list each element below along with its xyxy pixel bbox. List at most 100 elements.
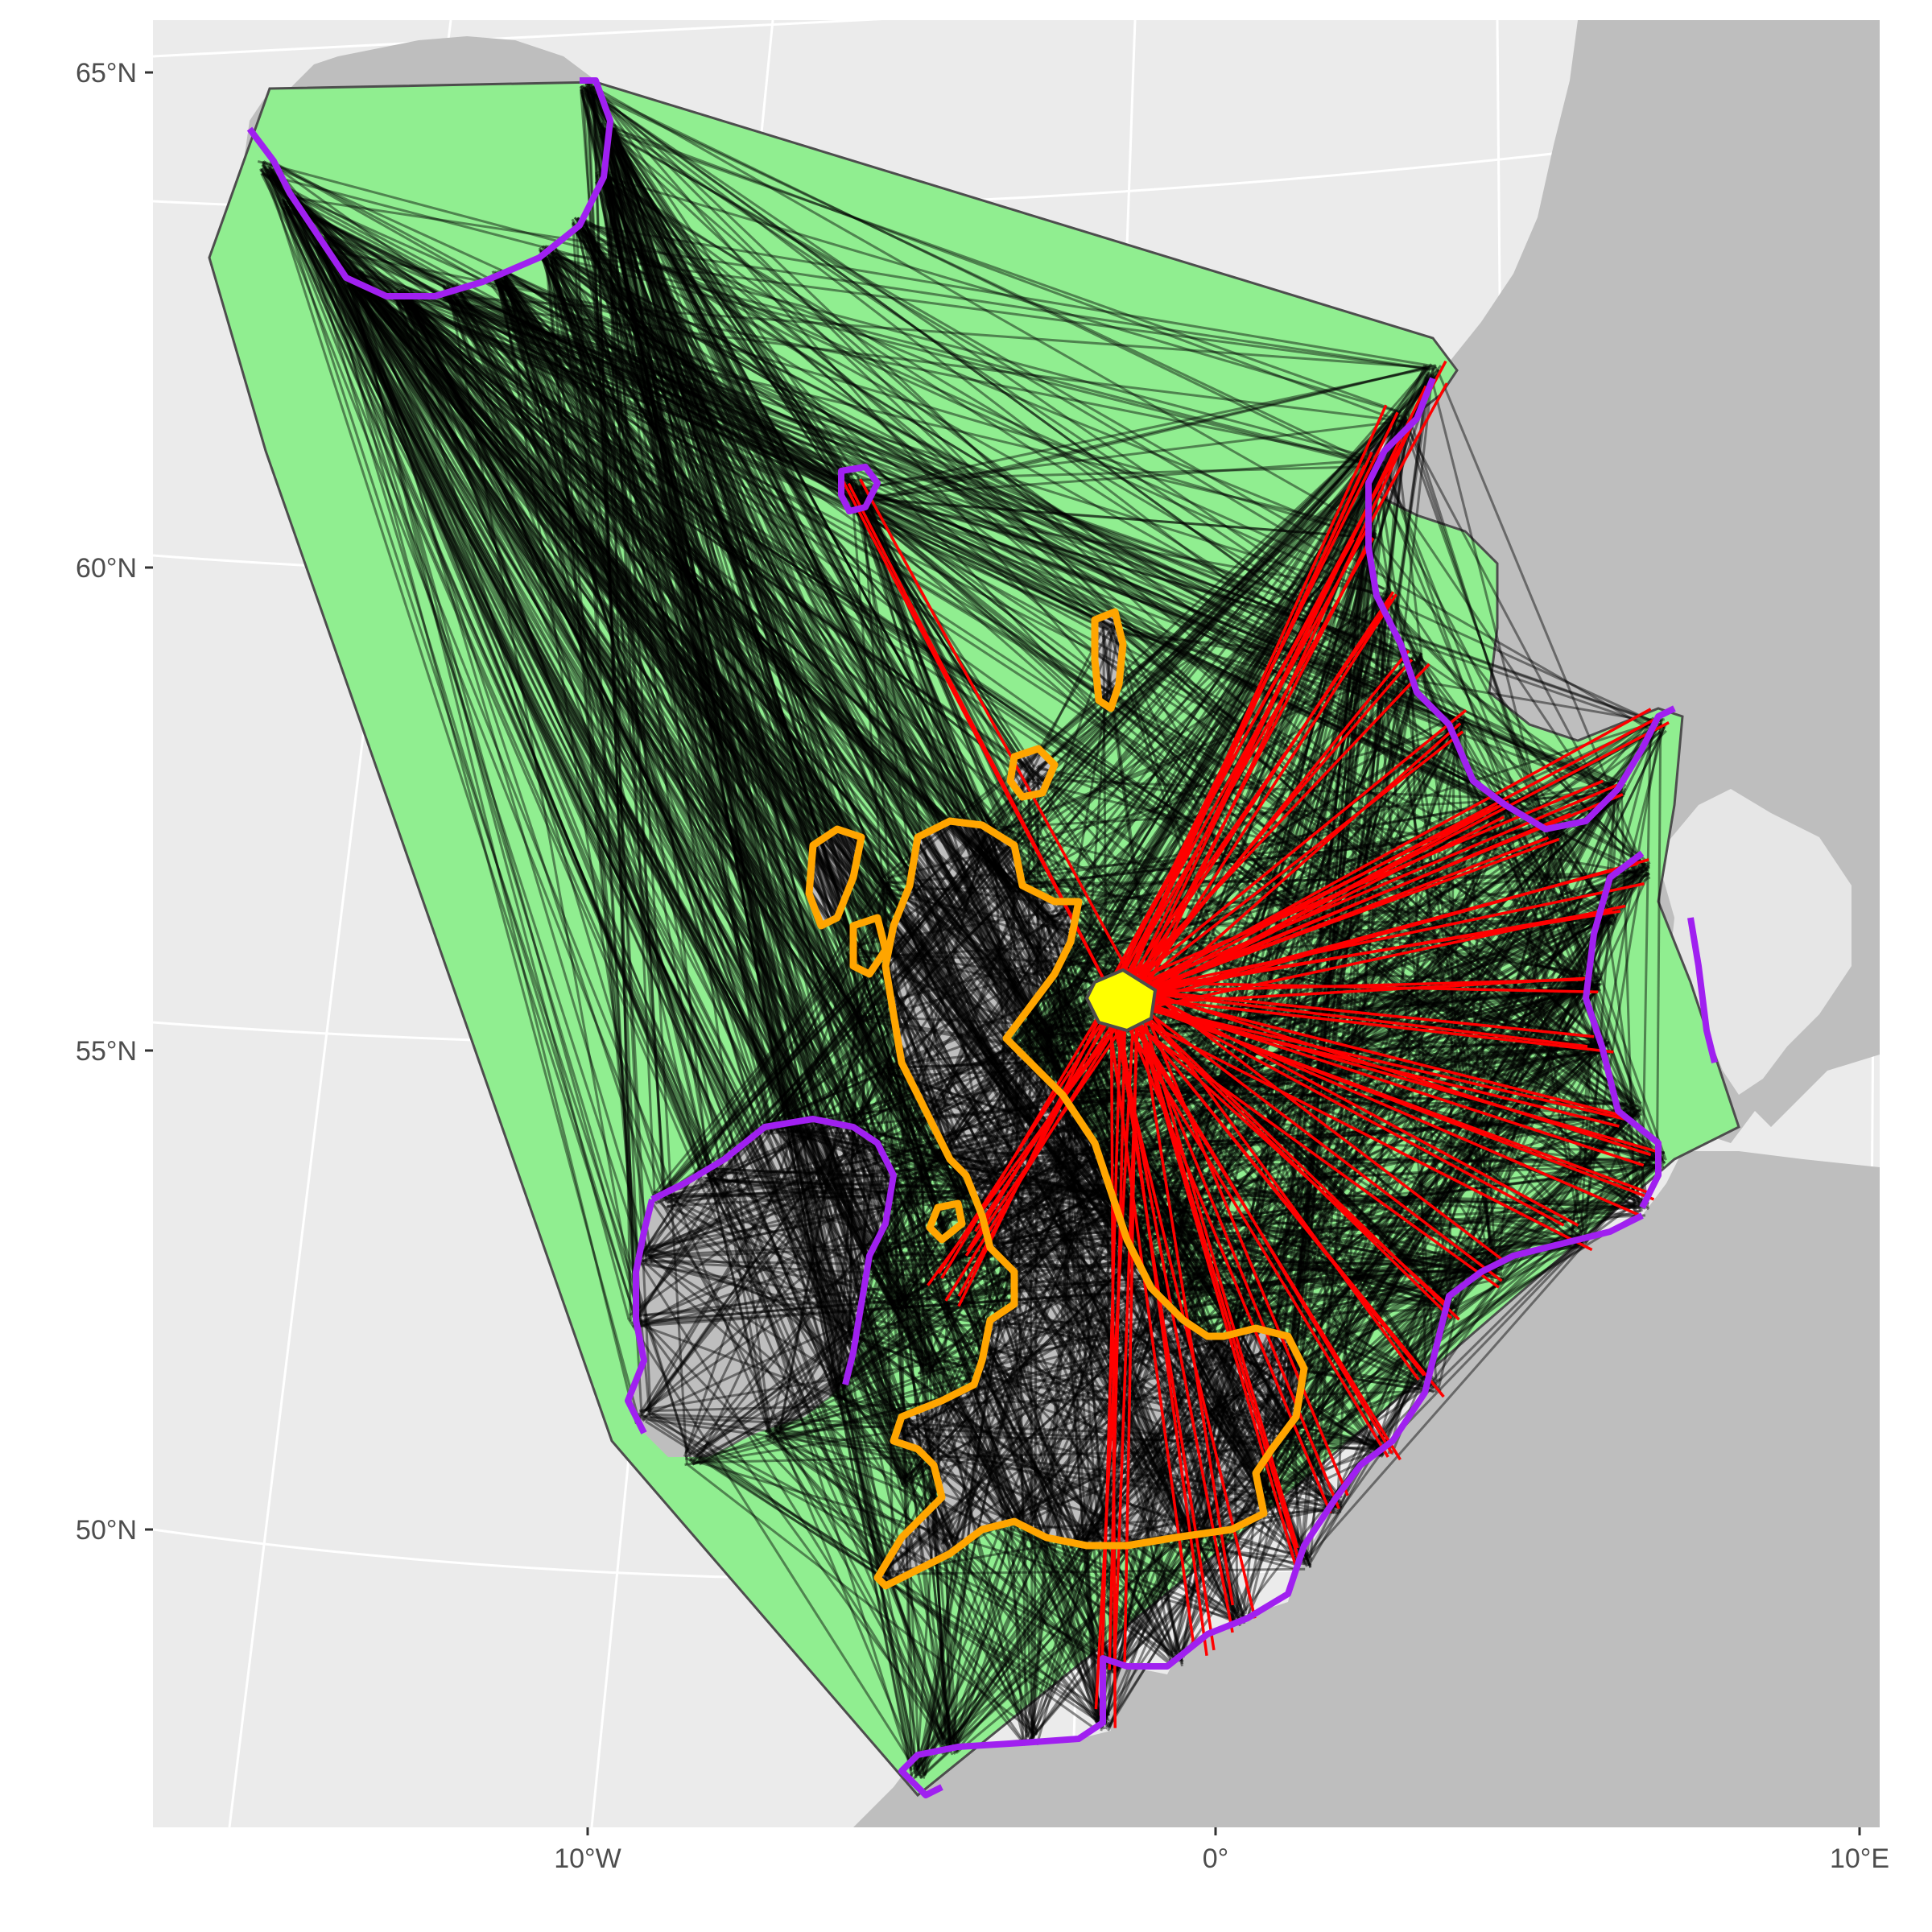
connection-line xyxy=(359,272,894,1067)
connection-line xyxy=(489,274,1162,1311)
connection-line xyxy=(586,82,993,829)
connection-line xyxy=(574,217,1052,910)
connection-line xyxy=(1068,805,1506,961)
connection-line xyxy=(885,1063,1102,1719)
connection-line xyxy=(1048,717,1666,919)
connection-line xyxy=(1009,1524,1025,1740)
connection-line xyxy=(609,175,855,488)
connection-line xyxy=(650,1067,885,1255)
connection-line xyxy=(579,222,974,1190)
connection-line xyxy=(638,1261,1430,1393)
connection-line xyxy=(1115,1331,1247,1674)
connection-line xyxy=(944,1051,1611,1542)
connection-line xyxy=(902,1436,1174,1656)
connection-line xyxy=(968,1188,1234,1619)
connection-line xyxy=(866,489,1624,785)
origin-connection-line xyxy=(1128,708,1468,987)
connection-line xyxy=(326,242,703,1170)
connection-line xyxy=(591,95,710,1176)
connection-line xyxy=(1284,524,1369,1432)
origin-connection-line xyxy=(1113,837,1560,1004)
connection-line xyxy=(1382,460,1649,1204)
connection-line xyxy=(451,284,1054,1033)
connection-line xyxy=(357,274,856,1010)
connection-line xyxy=(609,181,853,477)
connection-line xyxy=(287,206,917,1133)
connection-line xyxy=(602,129,852,959)
connection-line xyxy=(345,283,1117,1165)
connection-line xyxy=(272,163,903,1305)
connection-line xyxy=(643,1109,1640,1327)
connection-line xyxy=(571,218,1242,1333)
connection-line xyxy=(610,125,1131,1235)
origin-connection-line xyxy=(1118,716,1659,1005)
connection-line xyxy=(397,303,1131,1241)
connection-line xyxy=(295,204,1193,1536)
connection-line xyxy=(604,179,772,1432)
connection-line xyxy=(1382,460,1664,1162)
connection-line xyxy=(591,95,860,1134)
connection-line xyxy=(316,244,1664,1161)
connection-line xyxy=(1174,832,1566,1653)
connection-line xyxy=(908,1426,1111,1716)
connection-line xyxy=(547,257,1101,1725)
connection-line xyxy=(347,271,1657,729)
connection-line xyxy=(1268,371,1430,1498)
connection-line xyxy=(1429,373,1587,989)
connection-line xyxy=(580,221,1635,1104)
connection-line xyxy=(281,206,1286,1437)
connection-line xyxy=(659,1183,970,1200)
connection-line xyxy=(394,295,667,1195)
connection-line xyxy=(766,1066,881,1430)
connection-line xyxy=(938,1166,1504,1270)
connection-line xyxy=(937,1114,1638,1159)
connection-line xyxy=(361,283,855,1020)
connection-line xyxy=(498,281,1050,924)
connection-line xyxy=(582,85,1612,791)
connection-line xyxy=(544,244,1113,633)
connection-line xyxy=(871,368,1428,1260)
connection-line xyxy=(770,1432,1342,1509)
connection-line xyxy=(456,286,945,1253)
connection-line xyxy=(1456,729,1601,982)
connection-line xyxy=(877,867,1649,1579)
connection-line xyxy=(857,1018,1666,1154)
connection-line xyxy=(857,364,1437,507)
y-label-55n: 55°N xyxy=(76,1036,137,1067)
connection-line xyxy=(1083,1232,1583,1540)
orange-coastlines xyxy=(805,608,1308,1590)
connection-line xyxy=(711,1173,1034,1737)
connection-line xyxy=(627,1317,914,1767)
connection-line xyxy=(447,287,912,1769)
connection-line xyxy=(854,482,1511,803)
connection-line xyxy=(854,488,1248,1612)
connection-line xyxy=(915,793,1613,1772)
connection-line xyxy=(593,93,1035,768)
connection-line xyxy=(355,283,1233,1330)
connection-line xyxy=(397,291,1028,774)
connection-line xyxy=(586,93,849,1343)
connection-line xyxy=(600,175,1105,623)
connection-line xyxy=(285,200,853,947)
continental-europe-land xyxy=(853,1151,1880,1827)
connection-line xyxy=(293,204,1605,921)
connection-line xyxy=(580,95,906,1488)
connection-line xyxy=(687,1463,1038,1736)
connection-line xyxy=(396,294,1459,733)
connection-line xyxy=(1241,1042,1608,1329)
connection-line xyxy=(322,238,842,1397)
connection-line xyxy=(613,130,869,1257)
origin-connection-line xyxy=(1107,993,1614,1054)
connection-line xyxy=(703,1176,1502,1277)
connection-line xyxy=(323,248,1109,1155)
connection-line xyxy=(1046,914,1108,1721)
connection-line xyxy=(295,200,890,1074)
connection-line xyxy=(1381,598,1641,865)
connection-line xyxy=(900,1306,913,1770)
connection-line xyxy=(541,253,1008,886)
connection-line xyxy=(540,254,1181,1661)
connection-line xyxy=(599,130,1193,1534)
connection-line xyxy=(989,665,1410,836)
connection-line xyxy=(289,202,1589,992)
connection-line xyxy=(666,1107,1633,1204)
